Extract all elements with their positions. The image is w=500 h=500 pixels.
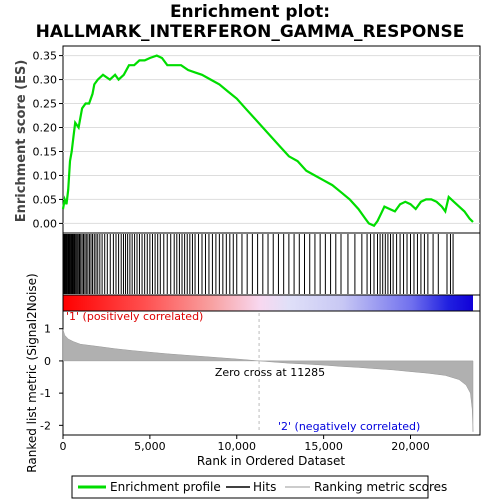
es-gridlines bbox=[63, 55, 480, 224]
chart-title-line-2: HALLMARK_INTERFERON_GAMMA_RESPONSE bbox=[35, 22, 465, 42]
chart-title: Enrichment plot: HALLMARK_INTERFERON_GAM… bbox=[0, 2, 500, 42]
legend-item-enrichment-profile: Enrichment profile bbox=[78, 480, 221, 494]
es-panel-frame bbox=[62, 45, 481, 234]
es-y-tick-label: 0.00 bbox=[33, 217, 58, 230]
metric-y-tick-label: 0 bbox=[44, 355, 51, 368]
x-tick-label: 20,000 bbox=[391, 440, 430, 453]
es-y-tick-label: 0.20 bbox=[33, 122, 58, 135]
metric-y-axis-label: Ranked list metric (Signal2Noise) bbox=[25, 273, 39, 472]
x-axis-label: Rank in Ordered Dataset bbox=[197, 454, 345, 468]
es-y-axis-label: Enrichment score (ES) bbox=[14, 60, 29, 223]
metric-y-tick-label: -1 bbox=[40, 387, 51, 400]
es-y-tick-label: 0.35 bbox=[33, 50, 58, 63]
legend-label-enrichment: Enrichment profile bbox=[110, 480, 221, 494]
ranking-metric-area bbox=[62, 329, 474, 432]
chart-title-line-1: Enrichment plot: bbox=[169, 2, 331, 22]
x-axis-ticks: 0 5,000 10,000 15,000 20,000 bbox=[60, 435, 430, 453]
metric-y-ticks: 1 0 -1 -2 bbox=[40, 323, 63, 432]
metric-y-tick-label: -2 bbox=[40, 419, 51, 432]
es-y-tick-label: 0.30 bbox=[33, 74, 58, 87]
es-y-tick-label: 0.10 bbox=[33, 169, 58, 182]
positive-correlation-label: '1' (positively correlated) bbox=[66, 310, 203, 323]
es-y-tick-label: 0.25 bbox=[33, 98, 58, 111]
x-tick-label: 5,000 bbox=[134, 440, 166, 453]
legend-label-ranking: Ranking metric scores bbox=[314, 480, 447, 494]
es-y-tick-label: 0.05 bbox=[33, 193, 58, 206]
ranked-list-color-bar bbox=[63, 295, 473, 311]
legend-item-ranking-metric: Ranking metric scores bbox=[285, 480, 447, 494]
metric-panel-frame bbox=[62, 310, 481, 436]
es-y-ticks: 0.00 0.05 0.10 0.15 0.20 0.25 0.30 0.35 bbox=[33, 50, 63, 230]
hit-markers bbox=[62, 234, 454, 294]
legend-item-hits: Hits bbox=[226, 480, 276, 494]
x-tick-label: 10,000 bbox=[218, 440, 257, 453]
enrichment-profile-line bbox=[61, 54, 474, 228]
x-tick-label: 0 bbox=[60, 440, 67, 453]
legend-label-hits: Hits bbox=[253, 480, 276, 494]
negative-correlation-label: '2' (negatively correlated) bbox=[278, 420, 420, 433]
es-y-tick-label: 0.15 bbox=[33, 145, 58, 158]
x-tick-label: 15,000 bbox=[304, 440, 343, 453]
metric-y-tick-label: 1 bbox=[44, 323, 51, 336]
zero-cross-label: Zero cross at 11285 bbox=[215, 366, 325, 379]
